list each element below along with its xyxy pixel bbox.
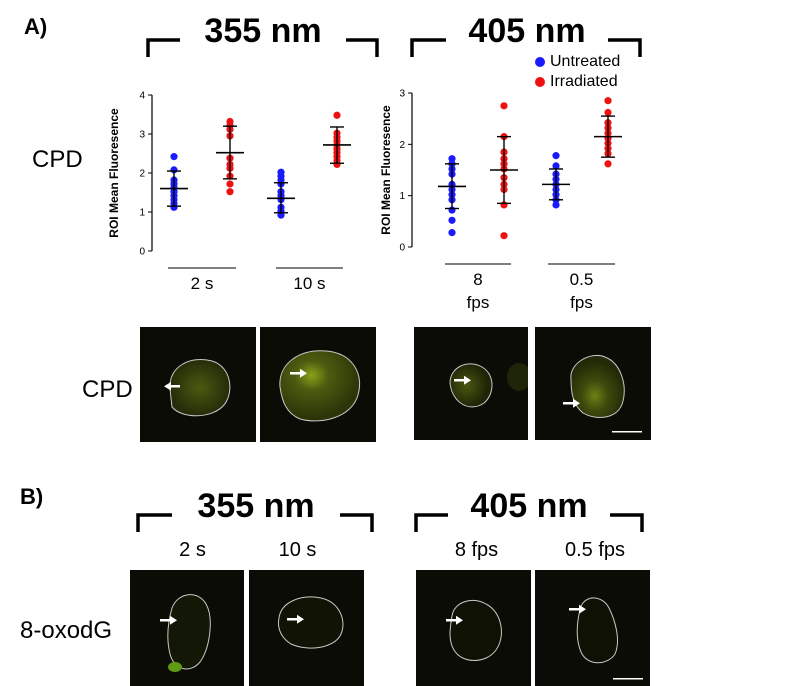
data-point bbox=[500, 102, 508, 110]
cat-label-10s: 10 s bbox=[276, 272, 343, 295]
y-axis-label: ROI Mean Fluoresence bbox=[379, 105, 393, 235]
cat-label-2s: 2 s bbox=[168, 272, 236, 295]
arrow-icon bbox=[454, 375, 471, 385]
scale-bar bbox=[612, 431, 642, 433]
arrow-icon bbox=[446, 615, 463, 625]
chart-355nm: 0 1 2 3 4 ROI Mean Fluoresence bbox=[107, 91, 351, 258]
bracket-a355-right bbox=[346, 38, 379, 57]
data-point bbox=[604, 160, 612, 168]
bracket-a405-right bbox=[608, 38, 642, 57]
data-point bbox=[604, 108, 612, 117]
arrow-icon bbox=[287, 614, 304, 624]
row-label-cpd-chart: CPD bbox=[32, 146, 83, 173]
bracket-a355-left bbox=[146, 38, 180, 57]
y-tick-label: 4 bbox=[139, 91, 145, 102]
y-tick-label: 0 bbox=[399, 243, 405, 254]
cat-label-05fps: 0.5 fps bbox=[548, 268, 615, 314]
micrograph-cpd-2s bbox=[140, 327, 256, 442]
y-tick-label: 2 bbox=[399, 140, 405, 151]
wavelength-title-a355: 355 nm bbox=[204, 12, 322, 50]
data-point bbox=[333, 111, 341, 119]
cond-label-b-2s: 2 s bbox=[179, 539, 206, 561]
cat-label-05fps-line2: fps bbox=[570, 293, 593, 312]
y-axis-label: ROI Mean Fluoresence bbox=[107, 108, 121, 238]
legend-label-irradiated: Irradiated bbox=[550, 73, 618, 90]
y-tick-label: 2 bbox=[139, 169, 145, 180]
micrograph-cpd-10s bbox=[260, 327, 376, 442]
cat-label-10s-text: 10 s bbox=[293, 274, 326, 293]
scale-bar bbox=[613, 678, 643, 680]
cat-label-2s-text: 2 s bbox=[190, 274, 214, 293]
data-point bbox=[552, 162, 560, 170]
arrow-icon bbox=[160, 615, 177, 625]
cond-label-b-05fps: 0.5 fps bbox=[564, 539, 626, 561]
legend-item-irradiated: Irradiated bbox=[535, 72, 620, 92]
legend-dot-untreated bbox=[535, 57, 545, 67]
legend-item-untreated: Untreated bbox=[535, 52, 620, 72]
wavelength-title-b355: 355 nm bbox=[197, 487, 315, 525]
panel-b-label: B) bbox=[20, 484, 44, 509]
micrograph-oxodg-8fps bbox=[416, 570, 531, 686]
arrow-icon bbox=[164, 382, 180, 391]
data-point bbox=[170, 153, 178, 161]
y-tick-label: 1 bbox=[139, 208, 145, 219]
bracket-b355-right bbox=[340, 513, 374, 532]
cond-label-b-10s: 10 s bbox=[278, 539, 317, 561]
row-label-cpd-images: CPD bbox=[82, 376, 133, 403]
arrow-icon bbox=[569, 604, 586, 614]
arrow-icon bbox=[290, 368, 307, 378]
data-point bbox=[552, 201, 560, 209]
bracket-b405-left bbox=[414, 513, 448, 532]
data-point bbox=[448, 229, 456, 237]
chart-405nm: 0 1 2 3 ROI Mean Fluoresence bbox=[379, 89, 622, 254]
micrograph-cpd-8fps bbox=[414, 327, 528, 440]
y-tick-label: 1 bbox=[399, 191, 405, 202]
cat-label-8fps-line1: 8 bbox=[473, 270, 483, 289]
micrograph-oxodg-10s bbox=[249, 570, 364, 686]
bracket-b355-left bbox=[136, 513, 172, 532]
wavelength-title-b405: 405 nm bbox=[470, 487, 588, 525]
data-point bbox=[226, 188, 234, 196]
wavelength-title-a405: 405 nm bbox=[468, 12, 586, 50]
micrograph-oxodg-2s bbox=[130, 570, 244, 686]
cond-label-b-8fps: 8 fps bbox=[454, 539, 499, 561]
row-label-oxodg-images: 8-oxodG bbox=[20, 617, 113, 644]
data-point bbox=[500, 232, 508, 240]
arrow-icon bbox=[563, 398, 580, 408]
micrograph-cpd-05fps bbox=[535, 327, 651, 440]
cat-label-8fps: 8 fps bbox=[445, 268, 511, 314]
data-point bbox=[604, 97, 612, 105]
panel-a-label: A) bbox=[24, 14, 48, 39]
y-tick-label: 0 bbox=[139, 247, 145, 258]
y-tick-label: 3 bbox=[399, 89, 405, 100]
data-point bbox=[552, 152, 560, 160]
legend: Untreated Irradiated bbox=[535, 52, 620, 92]
legend-label-untreated: Untreated bbox=[550, 53, 621, 70]
micrograph-oxodg-05fps bbox=[535, 570, 650, 686]
bracket-a405-left bbox=[410, 38, 446, 57]
cat-label-05fps-line1: 0.5 bbox=[569, 270, 594, 289]
bracket-b405-right bbox=[610, 513, 644, 532]
data-point bbox=[448, 155, 456, 163]
legend-dot-irradiated bbox=[535, 77, 545, 87]
y-tick-label: 3 bbox=[139, 130, 145, 141]
cat-label-8fps-line2: fps bbox=[466, 293, 490, 312]
data-point bbox=[226, 180, 234, 188]
data-point bbox=[448, 216, 456, 224]
